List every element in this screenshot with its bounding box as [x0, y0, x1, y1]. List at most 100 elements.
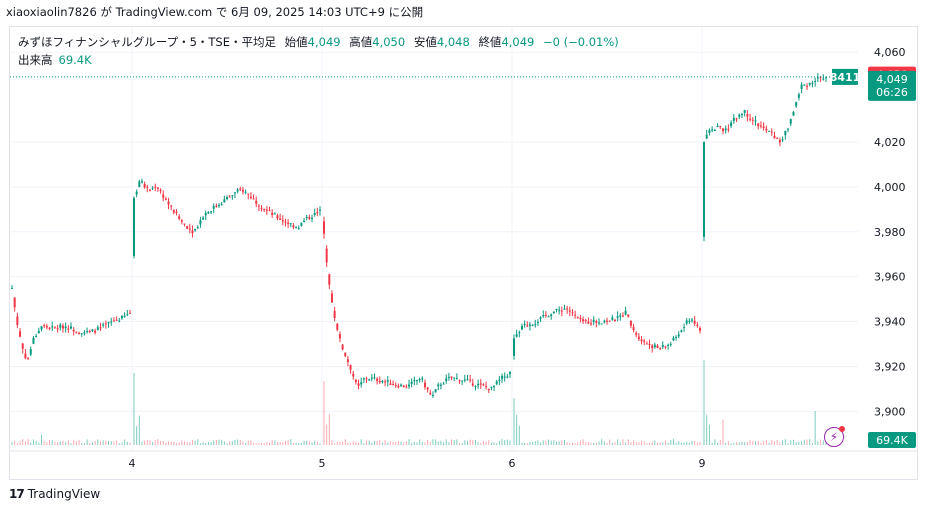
- candle-body: [719, 126, 722, 128]
- candle-body: [683, 327, 686, 329]
- volume-bar: [548, 439, 550, 445]
- candle-body: [24, 353, 27, 359]
- candle-body: [675, 336, 678, 338]
- candle-body: [19, 331, 22, 337]
- volume-bar: [371, 442, 373, 445]
- footer-brand[interactable]: 17 TradingView: [9, 487, 100, 501]
- volume-bar: [606, 442, 608, 445]
- ohlc-legend: みずほフィナンシャルグループ・5・TSE・平均足 始値4,049 高値4,050…: [18, 34, 619, 50]
- volume-bar: [314, 440, 316, 445]
- candle-body: [442, 383, 445, 385]
- volume-bar: [469, 439, 471, 445]
- volume-bar: [803, 439, 805, 445]
- candle-body: [418, 379, 421, 381]
- volume-bar: [722, 419, 724, 445]
- candle-body: [180, 220, 183, 222]
- volume-bar: [638, 442, 640, 445]
- candle-body: [590, 323, 593, 325]
- volume-bar: [67, 440, 69, 445]
- volume-bar: [207, 441, 209, 445]
- candle-body: [360, 382, 363, 385]
- volume-bar: [328, 414, 330, 445]
- volume-bar: [62, 440, 64, 445]
- volume-bar: [798, 441, 800, 445]
- candle-body: [721, 128, 724, 132]
- volume-bar: [472, 440, 474, 445]
- volume-bar: [516, 415, 518, 445]
- volume-bar: [630, 442, 632, 445]
- candle-body: [410, 381, 413, 384]
- candle-body: [552, 311, 555, 314]
- candle-body: [659, 348, 662, 350]
- candle-body: [378, 380, 381, 382]
- candle-body: [257, 205, 260, 207]
- last-price-badge: [868, 70, 916, 101]
- candle-body: [384, 381, 387, 383]
- candle-body: [102, 324, 105, 326]
- volume-bar: [765, 440, 767, 445]
- candle-body: [72, 329, 75, 332]
- candle-body: [78, 332, 81, 334]
- volume-bar: [59, 441, 61, 445]
- volume-bar: [651, 441, 653, 445]
- volume-bar: [561, 440, 563, 445]
- volume-bar: [532, 441, 534, 445]
- volume-bar: [250, 440, 252, 445]
- volume-bar: [292, 442, 294, 445]
- candle-body: [268, 210, 271, 212]
- volume-label[interactable]: 出来高: [18, 53, 53, 67]
- volume-bar: [703, 360, 705, 445]
- candle-body: [252, 198, 255, 200]
- candle-body: [506, 376, 509, 378]
- candle-body: [215, 205, 218, 207]
- candle-body: [162, 194, 165, 198]
- volume-bar: [358, 442, 360, 445]
- volume-badge-label: 69.4K: [876, 434, 908, 447]
- volume-bar: [189, 442, 191, 445]
- tradingview-logo-icon: 17: [9, 487, 25, 501]
- candle-body: [743, 109, 746, 113]
- volume-bar: [811, 443, 813, 445]
- chart-frame[interactable]: 3,900 3,920 3,940 3,960 3,980 4,000 4,020 4,060…: [9, 26, 918, 480]
- volume-bar: [696, 442, 698, 445]
- candle-body: [118, 320, 121, 322]
- candle-body: [381, 381, 384, 383]
- volume-bar: [593, 442, 595, 445]
- candle-body: [175, 212, 178, 214]
- volume-bar: [711, 442, 713, 445]
- volume-bar: [609, 439, 611, 445]
- volume-bar: [611, 443, 613, 445]
- volume-bar: [714, 439, 716, 445]
- flash-icon[interactable]: ⚡: [824, 426, 845, 447]
- volume-bar: [181, 440, 183, 445]
- candle-body: [194, 228, 197, 231]
- volume-bar: [210, 441, 212, 445]
- volume-bar: [633, 440, 635, 445]
- volume-bar: [105, 440, 107, 445]
- candle-body: [263, 209, 266, 211]
- volume-bar: [614, 442, 616, 445]
- volume-bar: [801, 441, 803, 445]
- symbol-title[interactable]: みずほフィナンシャルグループ・5・TSE・平均足: [18, 35, 276, 49]
- volume-bar: [97, 439, 99, 445]
- candle-body: [88, 331, 91, 333]
- volume-bar: [183, 441, 185, 445]
- volume-bar: [258, 443, 260, 445]
- candle-body: [490, 386, 493, 388]
- candle-body: [825, 77, 827, 79]
- candle-body: [123, 315, 126, 317]
- candle-body: [297, 227, 300, 229]
- candle-body: [204, 213, 207, 216]
- notification-dot: [839, 426, 845, 432]
- volume-bar: [779, 442, 781, 445]
- volume-bar: [424, 442, 426, 445]
- price-chart[interactable]: 3,900 3,920 3,940 3,960 3,980 4,000 4,020 4,060…: [10, 27, 917, 479]
- candle-body: [619, 315, 622, 317]
- candle-body: [611, 317, 614, 320]
- candle-body: [389, 383, 392, 385]
- candle-body: [735, 118, 738, 120]
- volume-bar: [806, 439, 808, 445]
- candle-body: [91, 329, 94, 332]
- candle-body: [627, 314, 630, 317]
- volume-bar: [683, 442, 685, 445]
